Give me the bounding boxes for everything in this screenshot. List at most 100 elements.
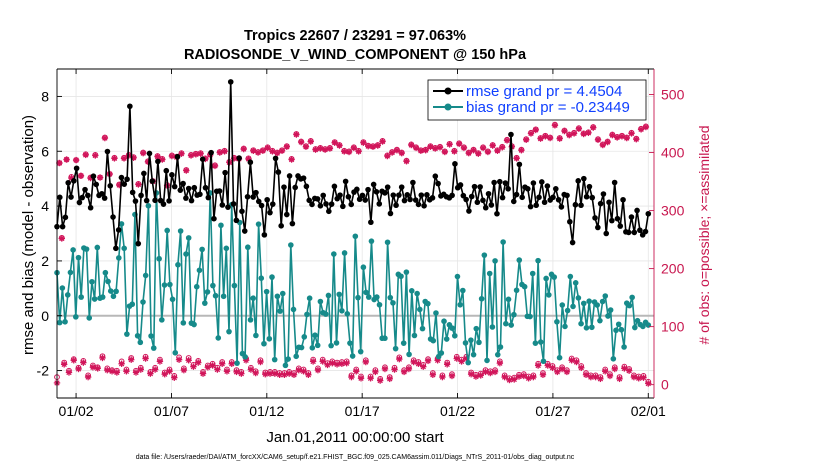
obs-assimilated-stroke	[209, 362, 216, 369]
obs-assimilated-stroke	[288, 156, 295, 163]
rmse-point	[637, 227, 643, 234]
bias-point	[615, 321, 622, 328]
bias-point	[336, 291, 343, 298]
obs-assimilated-stroke	[138, 366, 144, 373]
rmse-point	[314, 196, 321, 202]
footer-data-file: data file: /Users/raeder/DAI/ATM_forcXX/…	[136, 454, 575, 461]
rmse-point	[146, 150, 153, 157]
rmse-point	[516, 161, 523, 168]
obs-assimilated-stroke	[255, 149, 261, 156]
obs-assimilated-stroke	[317, 145, 324, 152]
obs-assimilated-marker	[348, 373, 355, 381]
rmse-point	[171, 183, 178, 190]
obs-assimilated-marker	[369, 143, 377, 150]
rmse-point	[110, 214, 116, 220]
obs-assimilated-marker	[549, 364, 556, 372]
rmse-point	[57, 194, 63, 201]
y-tick-label-left: 6	[41, 143, 49, 159]
obs-assimilated-stroke	[233, 369, 240, 375]
rmse-point	[382, 190, 388, 196]
obs-assimilated-stroke	[291, 372, 297, 378]
bias-point	[333, 340, 340, 346]
bias-point	[242, 354, 248, 360]
rmse-point	[199, 156, 206, 163]
obs-assimilated-marker	[503, 137, 511, 144]
obs-assimilated-marker	[582, 371, 590, 378]
obs-assimilated-marker	[403, 158, 410, 165]
bias-point	[462, 340, 469, 346]
obs-assimilated-marker	[420, 363, 427, 370]
obs-assimilated-stroke	[97, 174, 103, 181]
obs-assimilated-stroke	[430, 372, 436, 378]
obs-assimilated-marker	[123, 368, 130, 375]
obs-assimilated-stroke	[399, 150, 405, 156]
obs-assimilated-marker	[386, 375, 393, 383]
obs-assimilated-marker	[429, 371, 437, 378]
obs-assimilated-stroke	[322, 146, 328, 153]
obs-assimilated-marker	[532, 126, 539, 134]
bias-point	[285, 356, 291, 362]
obs-assimilated-stroke	[339, 361, 345, 367]
rmse-point	[202, 184, 209, 191]
obs-assimilated-stroke	[142, 355, 149, 362]
bias-point	[118, 221, 125, 227]
obs-assimilated-stroke	[456, 141, 462, 147]
rmse-point	[421, 203, 427, 209]
obs-assimilated-stroke	[578, 365, 584, 371]
bias-point	[223, 245, 230, 252]
obs-assimilated-marker	[455, 140, 463, 148]
bias-point	[99, 294, 106, 300]
bias-point	[199, 246, 205, 253]
obs-assimilated-stroke	[279, 148, 285, 154]
obs-assimilated-marker	[58, 235, 65, 242]
bias-point	[83, 246, 90, 252]
obs-assimilated-marker	[331, 139, 338, 146]
bias-point	[129, 301, 136, 308]
obs-assimilated-marker	[484, 148, 492, 156]
obs-assimilated-marker	[89, 364, 97, 371]
obs-assimilated-stroke	[212, 163, 218, 169]
obs-assimilated-marker	[424, 357, 432, 365]
bias-point	[245, 244, 251, 251]
rmse-point	[225, 204, 231, 210]
obs-assimilated-marker	[266, 370, 274, 377]
obs-assimilated-marker	[290, 371, 298, 378]
obs-assimilated-marker	[166, 368, 173, 375]
obs-assimilated-stroke	[140, 150, 146, 156]
y-tick-label-left: 4	[41, 198, 49, 214]
obs-assimilated-marker	[458, 358, 465, 365]
bias-point	[411, 332, 418, 339]
obs-assimilated-stroke	[439, 374, 446, 380]
obs-assimilated-stroke	[166, 368, 173, 375]
bias-point	[150, 345, 157, 351]
obs-assimilated-marker	[185, 357, 192, 364]
obs-assimilated-marker	[393, 147, 401, 154]
bias-point	[352, 233, 359, 240]
obs-assimilated-stroke	[355, 148, 362, 155]
obs-assimilated-stroke	[449, 373, 455, 379]
obs-assimilated-marker	[400, 368, 408, 376]
obs-assimilated-stroke	[190, 363, 197, 370]
obs-assimilated-stroke	[267, 370, 273, 377]
rmse-point	[236, 155, 242, 161]
obs-assimilated-stroke	[312, 146, 319, 153]
rmse-point	[132, 198, 139, 204]
obs-assimilated-stroke	[535, 362, 541, 369]
rmse-point	[272, 155, 279, 162]
obs-assimilated-stroke	[576, 126, 582, 132]
obs-assimilated-stroke	[571, 130, 577, 137]
rmse-point	[269, 201, 276, 207]
bias-point	[513, 287, 520, 294]
obs-assimilated-marker	[156, 358, 164, 365]
obs-assimilated-stroke	[451, 148, 458, 155]
bias-point	[89, 278, 95, 285]
obs-assimilated-stroke	[497, 360, 503, 366]
obs-assimilated-marker	[216, 149, 223, 156]
obs-assimilated-marker	[467, 371, 475, 378]
obs-assimilated-stroke	[224, 368, 230, 375]
obs-assimilated-marker	[357, 375, 365, 382]
rmse-point	[300, 175, 307, 181]
rmse-point	[365, 186, 371, 193]
obs-assimilated-stroke	[217, 149, 223, 156]
bias-point	[481, 252, 488, 258]
